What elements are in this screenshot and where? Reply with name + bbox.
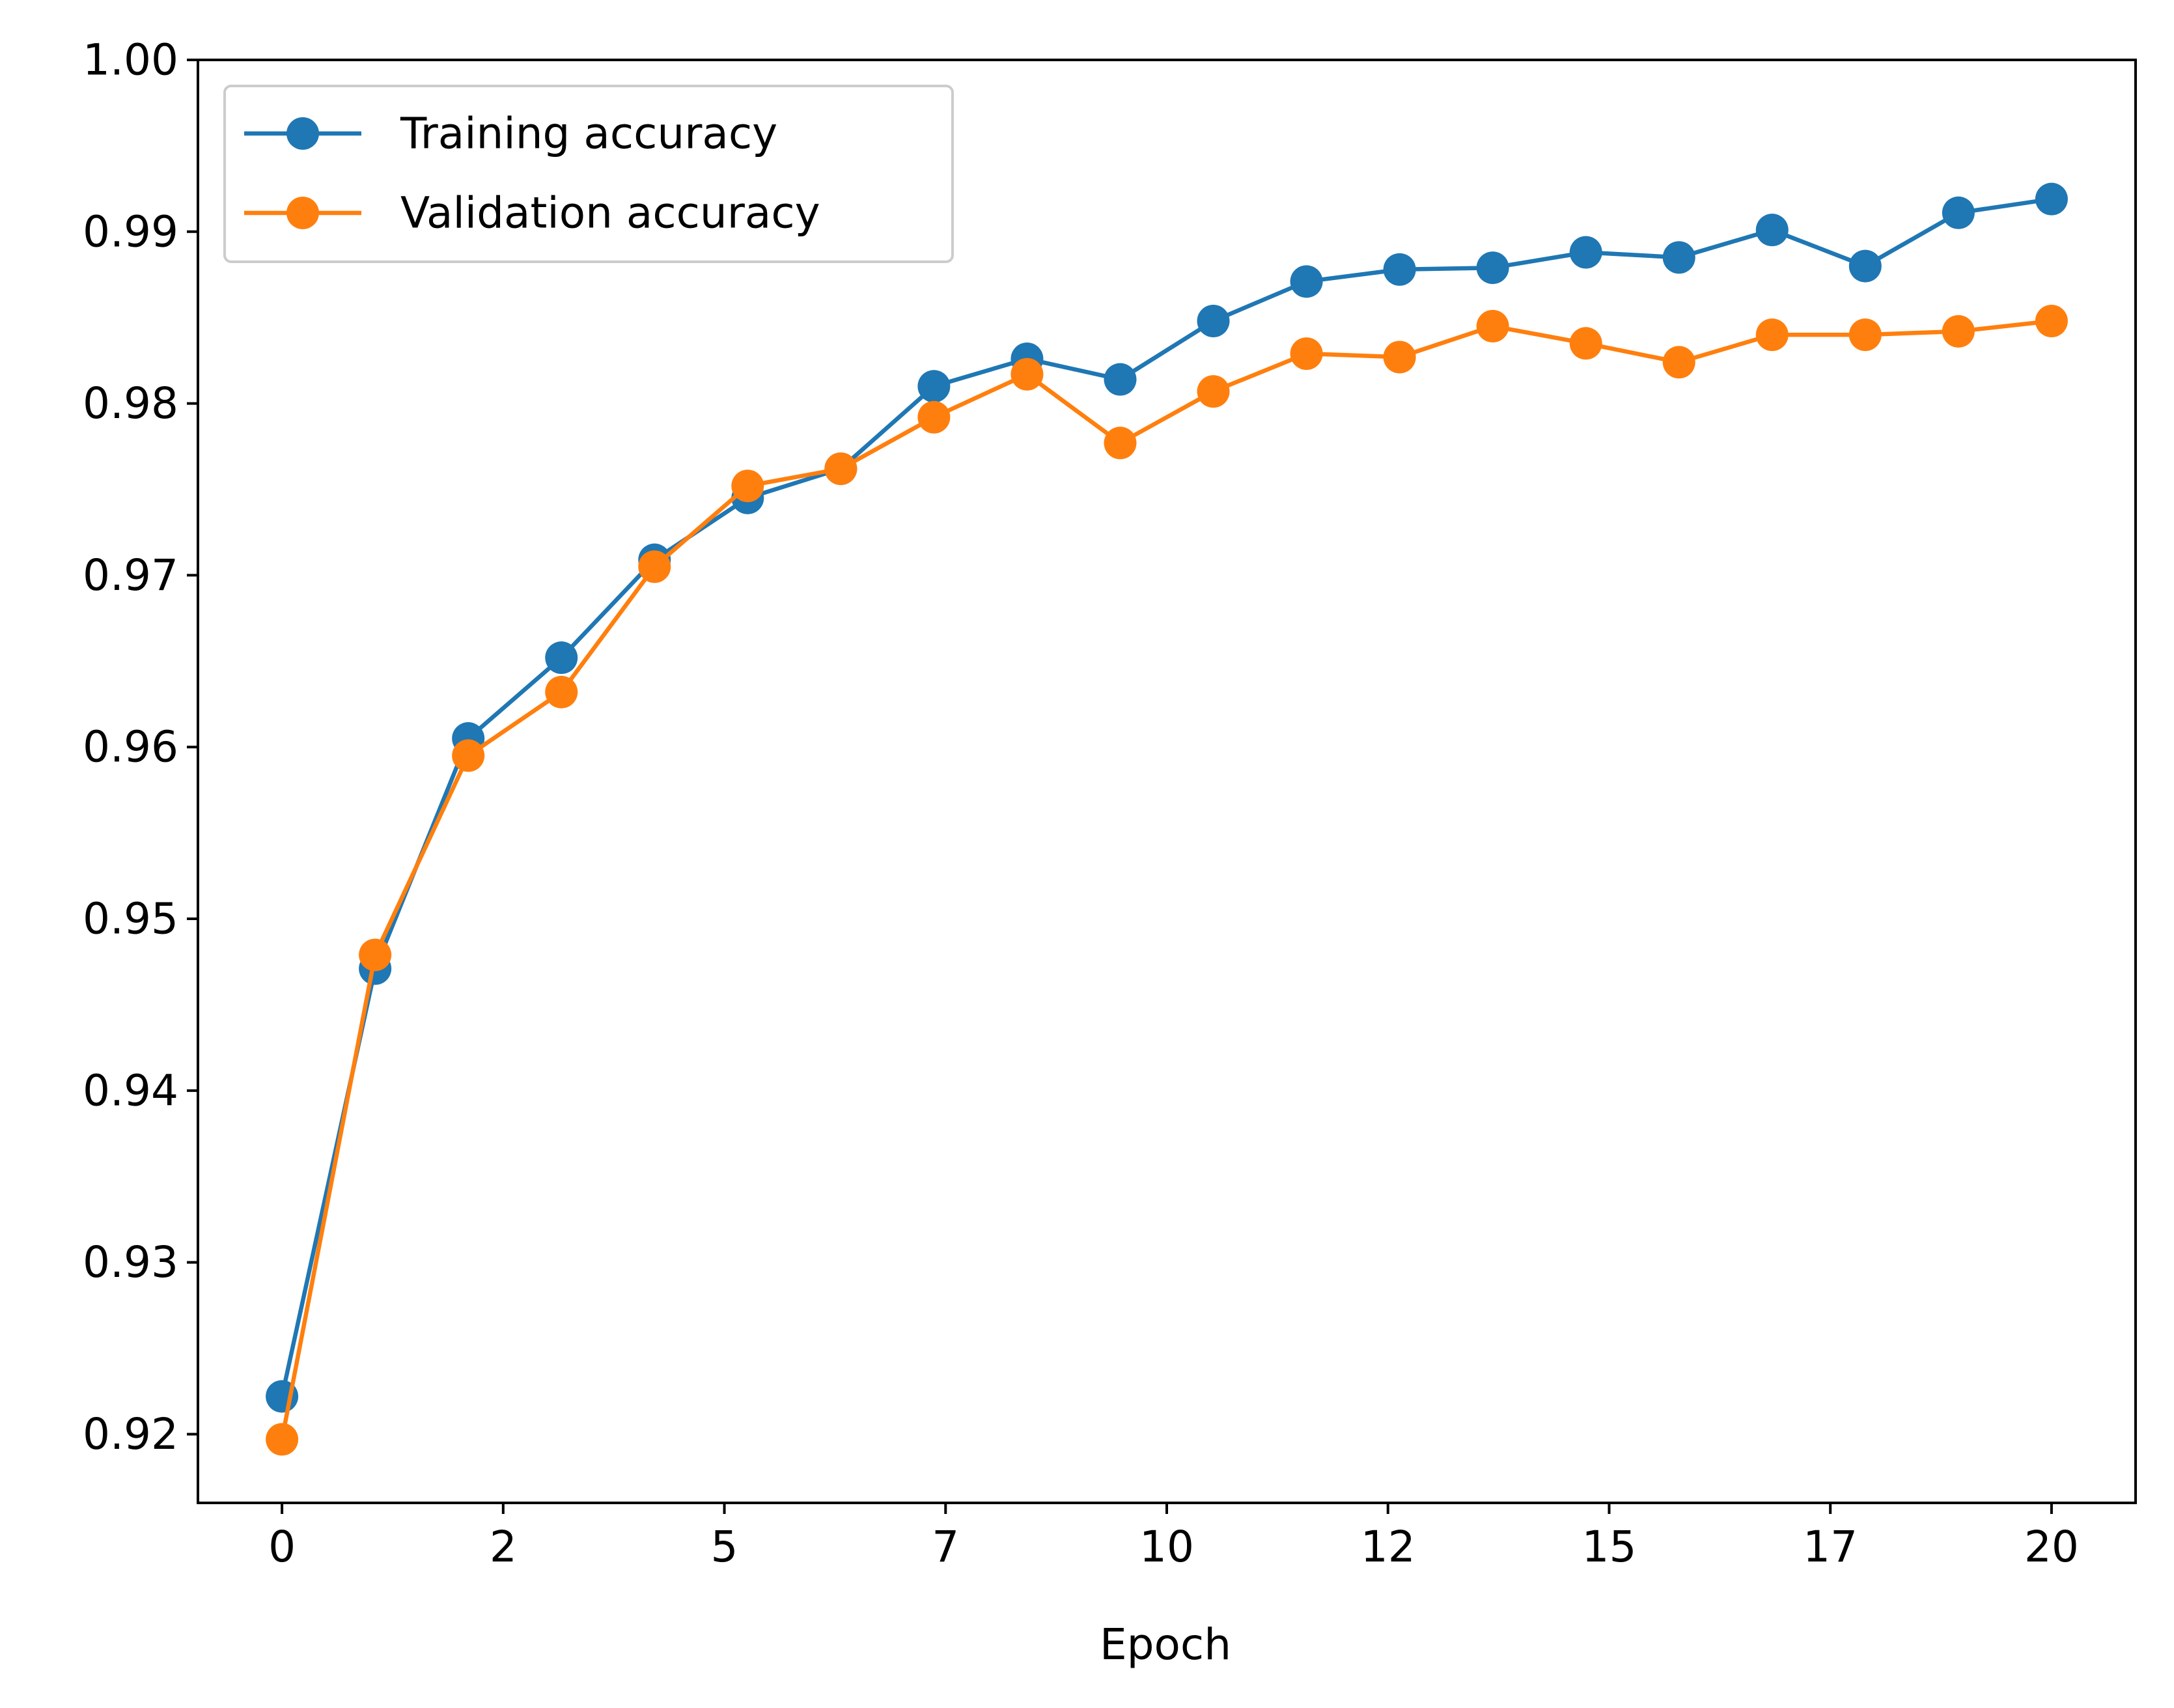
data-point — [1942, 196, 1975, 229]
data-point — [1104, 363, 1137, 396]
y-tick-label: 0.96 — [83, 722, 178, 772]
x-tick-label: 0 — [268, 1522, 296, 1572]
plot-area — [266, 182, 2068, 1456]
data-point — [2035, 304, 2068, 337]
y-tick-label: 0.93 — [83, 1237, 178, 1287]
data-point — [1476, 251, 1509, 285]
x-tick-label: 2 — [490, 1522, 517, 1572]
legend-marker — [286, 197, 319, 229]
data-point — [1569, 236, 1602, 269]
data-point — [1383, 253, 1416, 286]
data-point — [1662, 346, 1695, 379]
data-point — [1290, 337, 1323, 371]
x-tick-label: 7 — [932, 1522, 959, 1572]
data-point — [1848, 318, 1882, 352]
x-tick-label: 10 — [1139, 1522, 1194, 1572]
legend-frame — [223, 85, 954, 263]
data-point — [1755, 318, 1789, 352]
x-tick-label: 12 — [1361, 1522, 1415, 1572]
legend-entry: Training accuracy — [244, 109, 777, 159]
data-point — [1290, 265, 1323, 298]
y-tick-label: 0.98 — [83, 378, 178, 428]
legend-entry: Validation accuracy — [244, 188, 820, 238]
legend-label: Validation accuracy — [400, 188, 820, 238]
data-point — [1755, 214, 1789, 247]
data-point — [1104, 427, 1137, 460]
data-point — [1476, 309, 1509, 343]
data-point — [638, 550, 671, 583]
legend-marker — [286, 117, 319, 150]
data-point — [1010, 357, 1044, 391]
axes: 0.92 0.93 0.94 0.95 0.96 0.97 0.98 0.99 1.00 0 2 5 7… — [83, 35, 2137, 1572]
x-tick-label: 20 — [2024, 1522, 2079, 1572]
data-point — [545, 641, 578, 675]
data-point — [545, 675, 578, 708]
data-point — [917, 370, 951, 403]
data-point — [1848, 249, 1882, 283]
x-axis-label: Epoch — [1100, 1619, 1231, 1670]
y-tick-label: 0.94 — [83, 1065, 178, 1115]
data-point — [1383, 341, 1416, 374]
data-point — [824, 452, 857, 485]
data-point — [1942, 315, 1975, 348]
data-point — [452, 739, 485, 772]
x-tick-label: 17 — [1803, 1522, 1858, 1572]
legend: Training accuracy Validation accuracy — [223, 85, 954, 263]
data-point — [1197, 375, 1230, 408]
x-tick-label: 5 — [711, 1522, 738, 1572]
data-point — [2035, 182, 2068, 216]
y-tick-label: 0.92 — [83, 1409, 178, 1459]
data-point — [917, 400, 951, 434]
legend-label: Training accuracy — [400, 109, 777, 159]
data-point — [1569, 327, 1602, 360]
series-1 — [266, 304, 2068, 1456]
x-tick-label: 15 — [1582, 1522, 1636, 1572]
data-point — [731, 469, 764, 503]
y-tick-label: 1.00 — [83, 35, 178, 85]
data-point — [1197, 304, 1230, 337]
data-point — [359, 938, 392, 972]
data-point — [266, 1423, 299, 1456]
y-tick-label: 0.99 — [83, 206, 178, 257]
y-tick-label: 0.95 — [83, 894, 178, 944]
y-tick-label: 0.97 — [83, 550, 178, 600]
data-point — [1662, 241, 1695, 274]
